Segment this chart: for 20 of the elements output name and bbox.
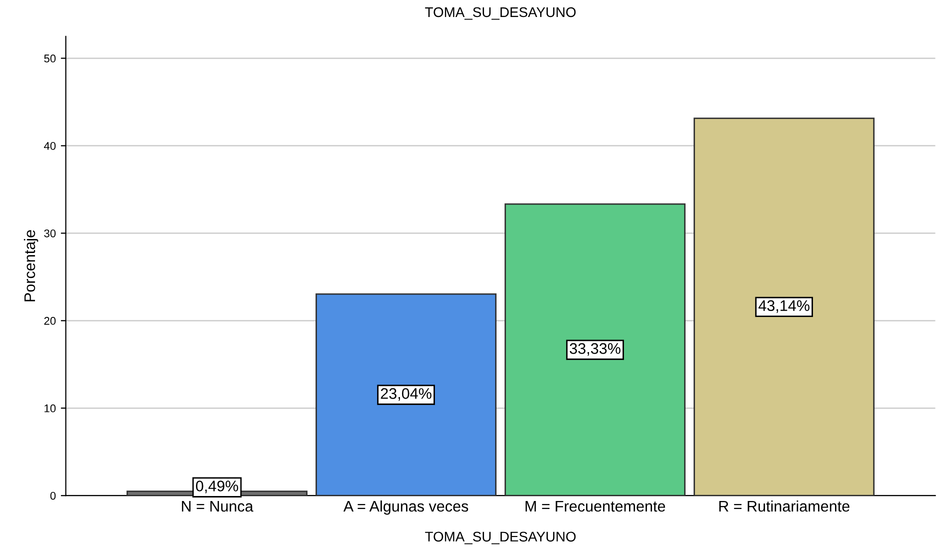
chart-title: TOMA_SU_DESAYUNO	[425, 7, 576, 20]
y-tick-label: 50	[44, 54, 56, 62]
x-tick-label: N = Nunca	[182, 501, 254, 512]
x-tick-label: R = Rutinariamente	[719, 500, 850, 512]
y-tick-label: 40	[44, 142, 56, 150]
x-axis-title: TOMA_SU_DESAYUNO	[425, 532, 576, 544]
data-label: 0,49%	[196, 480, 238, 494]
y-tick-label: 30	[44, 229, 56, 238]
y-tick-label: 10	[44, 404, 56, 412]
y-tick-label: 0	[50, 492, 56, 500]
data-label: 23,04%	[380, 388, 432, 401]
y-tick-label: 20	[44, 316, 56, 325]
x-tick-label: A = Algunas veces	[343, 500, 468, 515]
data-label: 33,33%	[570, 343, 620, 356]
x-tick-label: M = Frecuentemente	[526, 501, 666, 512]
bar	[694, 118, 875, 496]
data-label: 43,14%	[758, 300, 810, 313]
y-axis-title: Porcentaje	[24, 230, 38, 302]
bar	[504, 203, 686, 496]
bar	[316, 293, 497, 496]
